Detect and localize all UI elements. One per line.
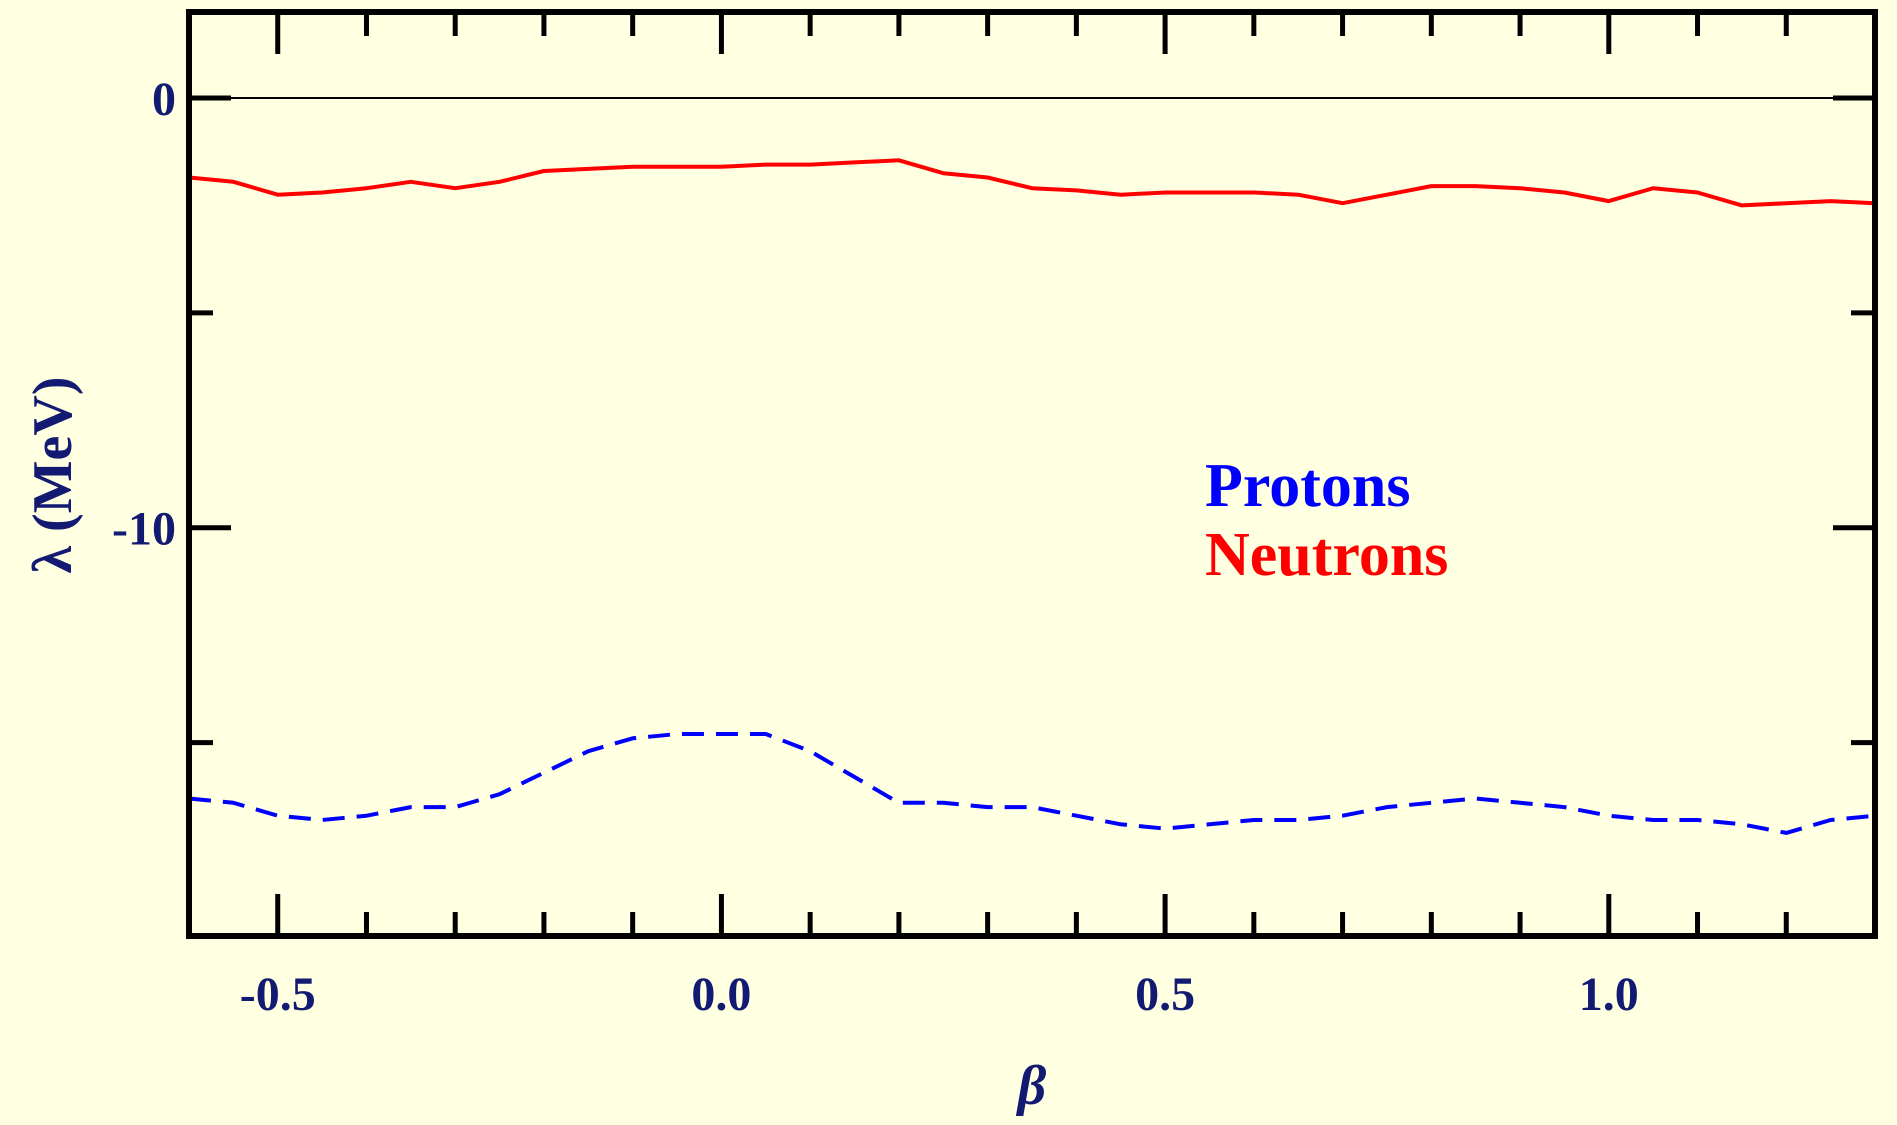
x-tick-label: 1.0 — [1579, 968, 1639, 1021]
x-axis-label: β — [1016, 1055, 1047, 1117]
y-axis-label: λ (MeV) — [22, 377, 84, 574]
series-line-protons — [188, 732, 1876, 835]
minor-ticks — [189, 12, 1875, 936]
x-tick-label: -0.5 — [240, 968, 316, 1021]
series-line-neutrons — [188, 158, 1876, 208]
y-tick-labels: 0 -10 — [112, 73, 176, 556]
y-tick-label: -10 — [112, 503, 176, 556]
x-tick-labels: -0.5 0.0 0.5 1.0 — [240, 968, 1639, 1021]
major-ticks — [189, 12, 1875, 936]
y-tick-label: 0 — [152, 73, 176, 126]
plot-frame — [186, 9, 1878, 939]
x-tick-label: 0.5 — [1135, 968, 1195, 1021]
x-tick-label: 0.0 — [691, 968, 751, 1021]
series-layer — [188, 158, 1876, 835]
legend-neutrons: Neutrons — [1205, 521, 1448, 589]
legend-protons: Protons — [1205, 452, 1411, 520]
